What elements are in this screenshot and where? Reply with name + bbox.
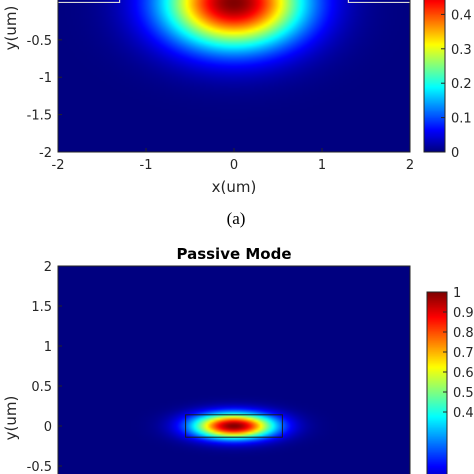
y-tick-b-label: 0.5: [31, 380, 52, 395]
colorbar-b-image: [427, 292, 447, 474]
colorbar-a-image: [424, 0, 445, 152]
right-slab-outline: [347, 0, 410, 4]
colorbar-a-tick-label: 0.1: [451, 112, 472, 127]
ylabel-b: y(um): [2, 396, 20, 441]
colorbar-a-tick-label: 0.3: [451, 43, 472, 58]
y-tick-b-label: 2: [44, 260, 52, 275]
panel-label-a: (a): [227, 209, 246, 228]
y-tick-b-label: 0: [44, 420, 52, 435]
y-tick-a-label: -1.5: [27, 109, 52, 124]
colorbar-b-tick-label: 1: [453, 286, 461, 301]
y-tick-a-label: -1: [39, 71, 52, 86]
title-b: Passive Mode: [176, 245, 291, 263]
heatmap-a-image: [58, 0, 410, 152]
colorbar-b-ticks: 1 0.9 0.8 0.7 0.6 0.5 0.4: [443, 286, 474, 421]
colorbar-b-tick-label: 0.7: [453, 346, 474, 361]
x-tick-a-label: -1: [140, 158, 153, 173]
heatmap-b-image: [58, 266, 410, 474]
colorbar-b-tick-label: 0.6: [453, 366, 474, 381]
x-tick-a-label: 2: [406, 158, 414, 173]
colorbar-b-tick-label: 0.9: [453, 306, 474, 321]
y-tick-b-label: 1: [44, 340, 52, 355]
colorbar-b-tick-label: 0.5: [453, 386, 474, 401]
colorbar-a-ticks: 0.4 0.3 0.2 0.1 0: [441, 8, 472, 161]
waveguide-outline-a: [58, 0, 410, 4]
x-tick-a-label: 1: [318, 158, 326, 173]
colorbar-a-tick-label: 0.4: [451, 8, 472, 23]
panel-a: -2 -1 0 1 2 -0.5 -1 -1.5 -2 x(um) y(um) (a) 0.4…: [2, 0, 472, 228]
waveguide-rect-b: [185, 414, 283, 438]
colorbar-b-tick-label: 0.4: [453, 406, 474, 421]
y-tick-a-label: -2: [39, 146, 52, 161]
y-tick-b-label: -0.5: [27, 460, 52, 474]
left-slab-outline: [58, 0, 121, 4]
colorbar-b-tick-label: 0.8: [453, 326, 474, 341]
x-ticks-a: -2 -1 0 1 2: [52, 148, 414, 173]
y-tick-b-label: 1.5: [31, 300, 52, 315]
x-tick-a-label: -2: [52, 158, 65, 173]
y-tick-a-label: -0.5: [27, 34, 52, 49]
colorbar-a-tick-label: 0.2: [451, 77, 472, 92]
y-ticks-b: 2 1.5 1 0.5 0 -0.5: [27, 260, 62, 474]
axes-frame-b: [57, 265, 411, 474]
xlabel-a: x(um): [212, 178, 257, 196]
colorbar-a-tick-label: 0: [451, 146, 459, 161]
panel-b: Passive Mode 2 1.5 1 0.5 0 -0.5 y(um) 1 0.9 0.8…: [2, 245, 474, 474]
y-ticks-a: -0.5 -1 -1.5 -2: [27, 34, 62, 161]
x-tick-a-label: 0: [230, 158, 238, 173]
ylabel-a: y(um): [2, 6, 20, 51]
colorbar-a-frame: [423, 0, 446, 153]
